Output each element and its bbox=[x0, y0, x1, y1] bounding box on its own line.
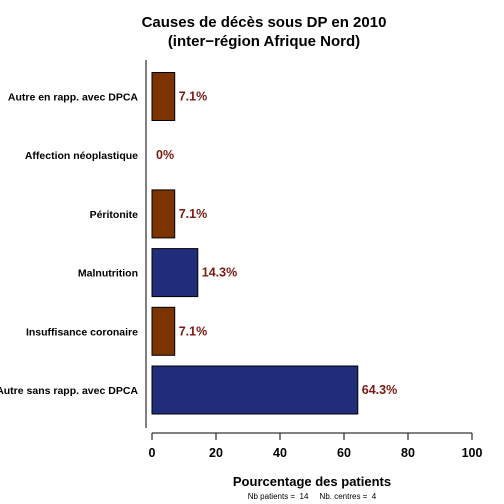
bars-layer bbox=[151, 72, 359, 415]
x-axis-ticks: 0 20 40 60 80 100 bbox=[149, 433, 483, 460]
value-label: 64.3% bbox=[362, 383, 397, 397]
category-label: Malnutrition bbox=[78, 268, 138, 280]
x-tick-label: 100 bbox=[462, 446, 483, 460]
chart-subtitle: (inter−région Afrique Nord) bbox=[168, 33, 360, 50]
category-label: Péritonite bbox=[90, 209, 139, 221]
bar-1 bbox=[151, 72, 176, 121]
bar-3 bbox=[151, 189, 176, 239]
x-tick-label: 60 bbox=[337, 446, 351, 460]
value-label: 14.3% bbox=[202, 266, 237, 280]
value-label: 7.1% bbox=[179, 324, 208, 338]
bar-4 bbox=[151, 248, 199, 298]
category-label: Affection néoplastique bbox=[25, 150, 138, 162]
chart-title: Causes de décès sous DP en 2010 bbox=[142, 14, 387, 31]
category-label: Autre en rapp. avec DPCA bbox=[8, 92, 139, 104]
x-tick-label: 0 bbox=[149, 446, 156, 460]
value-labels: 7.1% 0% 7.1% 14.3% 7.1% 64.3% bbox=[156, 90, 397, 398]
category-label: Autre sans rapp. avec DPCA bbox=[0, 385, 138, 397]
x-tick-label: 80 bbox=[401, 446, 415, 460]
footnote: Nb patients = 14 Nb. centres = 4 bbox=[248, 492, 377, 501]
category-labels: Autre en rapp. avec DPCA Affection néopla… bbox=[0, 92, 138, 398]
value-label: 7.1% bbox=[179, 90, 208, 104]
bar-6 bbox=[151, 365, 359, 415]
x-tick-label: 20 bbox=[209, 446, 223, 460]
bar-5 bbox=[151, 306, 176, 356]
category-label: Insuffisance coronaire bbox=[26, 326, 138, 338]
value-label: 7.1% bbox=[179, 207, 208, 221]
value-label: 0% bbox=[156, 148, 174, 162]
x-axis-label: Pourcentage des patients bbox=[233, 474, 391, 489]
x-tick-label: 40 bbox=[273, 446, 287, 460]
